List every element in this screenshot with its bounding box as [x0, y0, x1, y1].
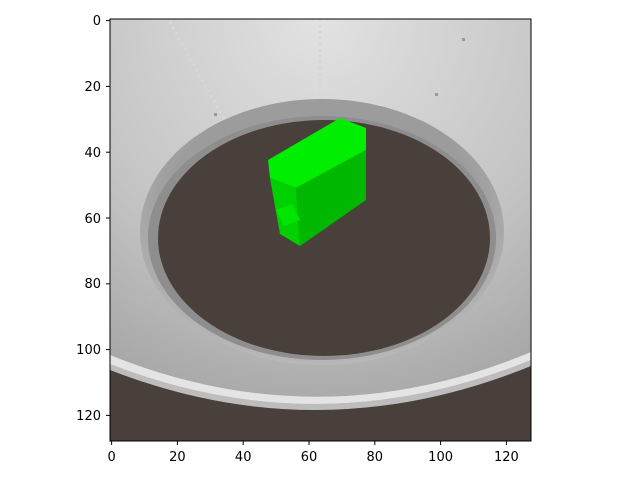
- y-tick-label: 40: [84, 146, 101, 161]
- y-tick-label: 80: [84, 277, 101, 292]
- block-front-face: [296, 150, 366, 246]
- block-notch: [276, 204, 300, 226]
- x-axis: 0 20 40 60 80 100 120: [107, 441, 519, 465]
- x-tick-label: 20: [169, 450, 186, 465]
- table-edge-shadow: [110, 360, 531, 411]
- y-tick-label: 20: [84, 80, 101, 95]
- y-axis: 0 20 40 60 80 100 120: [76, 14, 110, 424]
- scene-image: [110, 19, 531, 441]
- x-tick-label: 80: [367, 450, 384, 465]
- ground-floor: [110, 366, 531, 441]
- x-tick-label: 120: [494, 450, 519, 465]
- y-tick-label: 0: [93, 14, 101, 29]
- x-tick-label: 0: [107, 450, 115, 465]
- scene-speck: [214, 113, 217, 116]
- y-tick-label: 60: [84, 212, 101, 227]
- axes-frame: [109, 18, 532, 442]
- scene-ray: [168, 21, 232, 131]
- x-tick-label: 60: [301, 450, 318, 465]
- y-tick-label: 100: [76, 343, 101, 358]
- bowl-floor: [158, 120, 490, 356]
- block-top-face: [268, 118, 366, 188]
- table-edge-highlight: [110, 352, 531, 405]
- x-tick-label: 100: [428, 450, 453, 465]
- green-block-object: [268, 118, 366, 246]
- scene-speck: [462, 38, 465, 41]
- y-tick-label: 120: [76, 409, 101, 424]
- scene-speck: [435, 93, 438, 96]
- x-tick-label: 40: [235, 450, 252, 465]
